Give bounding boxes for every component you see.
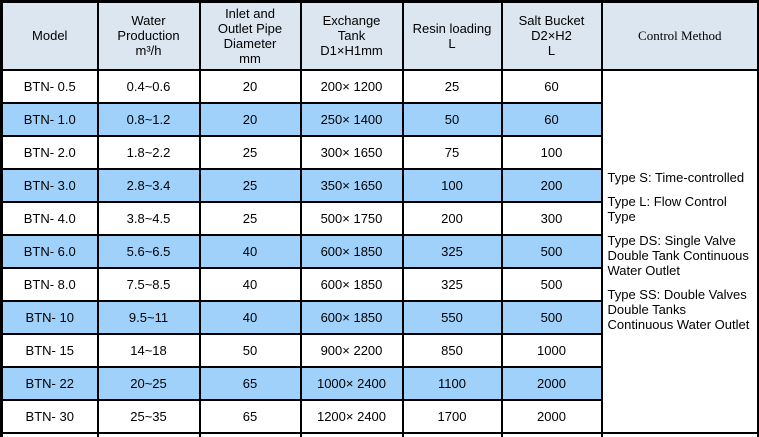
column-header-water-production: Water Production m³/h bbox=[96, 0, 201, 71]
table-row: BTN- 22 20~25 65 1000× 2400 1100 2000 bbox=[0, 365, 759, 401]
cell-exchange-tank: 500× 1750 bbox=[299, 200, 404, 236]
cell-model: BTN- 8.0 bbox=[0, 266, 99, 302]
cell-resin-loading: 50 bbox=[401, 101, 503, 137]
cell-model: BTN- 10 bbox=[0, 299, 99, 335]
cell-water-production: 1.8~2.2 bbox=[96, 134, 201, 170]
cell-model: BTN- 1.0 bbox=[0, 101, 99, 137]
cell-pipe-diameter: 65 bbox=[198, 365, 302, 401]
table-row: BTN- 1.0 0.8~1.2 20 250× 1400 50 60 bbox=[0, 101, 759, 137]
table-row: BTN- 0.5 0.4~0.6 20 200× 1200 25 60 Type… bbox=[0, 68, 759, 434]
table-row: BTN- 10 9.5~11 40 600× 1850 550 500 bbox=[0, 299, 759, 335]
cell-water-production: 2.8~3.4 bbox=[96, 167, 201, 203]
cell-pipe-diameter: 20 bbox=[198, 68, 302, 104]
table-row: BTN- 8.0 7.5~8.5 40 600× 1850 325 500 bbox=[0, 266, 759, 302]
cell-model: BTN- 0.5 bbox=[0, 68, 99, 104]
control-method-cell: Type S: Time-controlled Type L: Flow Con… bbox=[600, 68, 759, 434]
column-header-resin-loading: Resin loading L bbox=[401, 0, 503, 71]
cell-exchange-tank: 250× 1400 bbox=[299, 101, 404, 137]
table-row: BTN- 15 14~18 50 900× 2200 850 1000 bbox=[0, 332, 759, 368]
table-row: BTN- 3.0 2.8~3.4 25 350× 1650 100 200 bbox=[0, 167, 759, 203]
cell-resin-loading: 100 bbox=[401, 167, 503, 203]
cell-pipe-diameter: 40 bbox=[198, 266, 302, 302]
cell-water-production: 7.5~8.5 bbox=[96, 266, 201, 302]
control-method-note-type-ds: Type DS: Single Valve Double Tank Contin… bbox=[607, 233, 749, 278]
cell-resin-loading: 25 bbox=[401, 68, 503, 104]
cell-model: BTN- 4.0 bbox=[0, 200, 99, 236]
cell-exchange-tank: 900× 2200 bbox=[299, 332, 404, 368]
cell-model: BTN- 3.0 bbox=[0, 167, 99, 203]
cell-exchange-tank: 1000× 2400 bbox=[299, 365, 404, 401]
cell-resin-loading: 325 bbox=[401, 233, 503, 269]
cell-pipe-diameter: 50 bbox=[198, 332, 302, 368]
cell-exchange-tank: 600× 1850 bbox=[299, 233, 404, 269]
cell-salt-bucket: 60 bbox=[500, 101, 603, 137]
cell-water-production: 25~35 bbox=[96, 398, 201, 434]
column-header-pipe-diameter: Inlet and Outlet Pipe Diameter mm bbox=[198, 0, 302, 71]
cell-model: BTN- 22 bbox=[0, 365, 99, 401]
cell-resin-loading: 200 bbox=[401, 200, 503, 236]
cell-resin-loading: 1100 bbox=[401, 365, 503, 401]
column-header-salt-bucket: Salt Bucket D2×H2 L bbox=[500, 0, 603, 71]
cell-salt-bucket: 500 bbox=[500, 266, 603, 302]
cell-pipe-diameter: 65 bbox=[198, 398, 302, 434]
cell-salt-bucket: 2000 bbox=[500, 365, 603, 401]
cell-resin-loading: 325 bbox=[401, 266, 503, 302]
cell-pipe-diameter: 40 bbox=[198, 299, 302, 335]
cell-pipe-diameter: 20 bbox=[198, 101, 302, 137]
cell-water-production: 20~25 bbox=[96, 365, 201, 401]
cell-water-production: 14~18 bbox=[96, 332, 201, 368]
cell-water-production: 9.5~11 bbox=[96, 299, 201, 335]
cell-exchange-tank: 1200× 2400 bbox=[299, 398, 404, 434]
cell-salt-bucket: 2000 bbox=[500, 398, 603, 434]
cell-pipe-diameter: 25 bbox=[198, 200, 302, 236]
cropped-bottom-row bbox=[0, 431, 759, 437]
cell-resin-loading: 850 bbox=[401, 332, 503, 368]
cell-exchange-tank: 350× 1650 bbox=[299, 167, 404, 203]
cell-model: BTN- 6.0 bbox=[0, 233, 99, 269]
cell-salt-bucket: 500 bbox=[500, 299, 603, 335]
column-header-control-method: Control Method bbox=[600, 0, 759, 71]
column-header-model: Model bbox=[0, 0, 99, 71]
cell-water-production: 5.6~6.5 bbox=[96, 233, 201, 269]
cell-pipe-diameter: 25 bbox=[198, 167, 302, 203]
table-row: BTN- 4.0 3.8~4.5 25 500× 1750 200 300 bbox=[0, 200, 759, 236]
cell-resin-loading: 550 bbox=[401, 299, 503, 335]
cell-water-production: 0.4~0.6 bbox=[96, 68, 201, 104]
cell-model: BTN- 15 bbox=[0, 332, 99, 368]
cell-salt-bucket: 300 bbox=[500, 200, 603, 236]
cell-exchange-tank: 600× 1850 bbox=[299, 266, 404, 302]
control-method-note-type-s: Type S: Time-controlled bbox=[607, 170, 745, 185]
cell-exchange-tank: 600× 1850 bbox=[299, 299, 404, 335]
cell-model: BTN- 2.0 bbox=[0, 134, 99, 170]
cell-resin-loading: 1700 bbox=[401, 398, 503, 434]
header-row: Model Water Production m³/h Inlet and Ou… bbox=[0, 0, 759, 71]
control-method-note-type-ss: Type SS: Double Valves Double Tanks Cont… bbox=[607, 287, 750, 332]
column-header-exchange-tank: Exchange Tank D1×H1mm bbox=[299, 0, 404, 71]
cell-salt-bucket: 200 bbox=[500, 167, 603, 203]
table-row: BTN- 2.0 1.8~2.2 25 300× 1650 75 100 bbox=[0, 134, 759, 170]
cell-resin-loading: 75 bbox=[401, 134, 503, 170]
table-row: BTN- 30 25~35 65 1200× 2400 1700 2000 bbox=[0, 398, 759, 434]
cell-pipe-diameter: 40 bbox=[198, 233, 302, 269]
cell-salt-bucket: 500 bbox=[500, 233, 603, 269]
cell-model: BTN- 30 bbox=[0, 398, 99, 434]
cell-exchange-tank: 300× 1650 bbox=[299, 134, 404, 170]
cell-exchange-tank: 200× 1200 bbox=[299, 68, 404, 104]
cell-salt-bucket: 100 bbox=[500, 134, 603, 170]
cell-water-production: 3.8~4.5 bbox=[96, 200, 201, 236]
table-row: BTN- 6.0 5.6~6.5 40 600× 1850 325 500 bbox=[0, 233, 759, 269]
cell-pipe-diameter: 25 bbox=[198, 134, 302, 170]
cell-salt-bucket: 60 bbox=[500, 68, 603, 104]
cell-salt-bucket: 1000 bbox=[500, 332, 603, 368]
cell-water-production: 0.8~1.2 bbox=[96, 101, 201, 137]
control-method-note-type-l: Type L: Flow Control Type bbox=[607, 194, 727, 224]
